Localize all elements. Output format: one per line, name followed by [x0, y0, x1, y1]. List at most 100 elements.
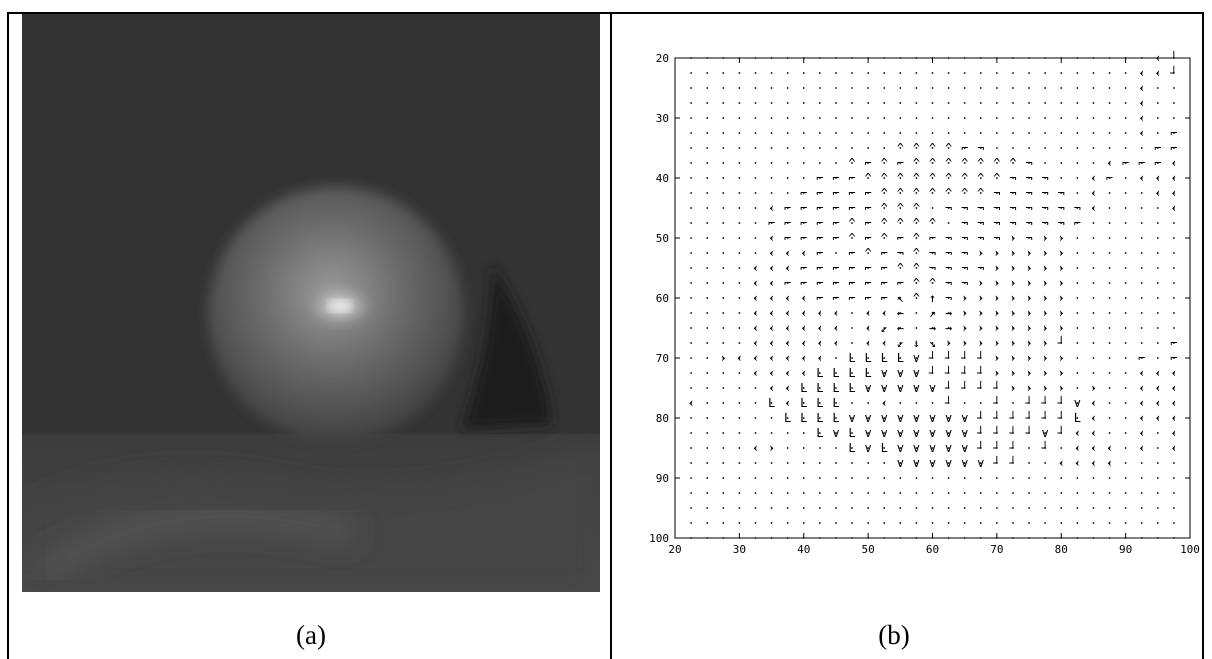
flow-arrow: ┘ — [1057, 335, 1065, 350]
grid-dot — [1156, 222, 1159, 224]
grid-dot — [883, 447, 886, 449]
grid-dot — [851, 342, 853, 344]
grid-dot — [1108, 222, 1111, 224]
grid-dot — [867, 297, 870, 299]
grid-dot — [754, 237, 757, 239]
grid-dot — [802, 342, 805, 344]
flow-arrow: → — [929, 321, 936, 335]
grid-dot — [883, 162, 886, 164]
flow-arrow: ┘ — [976, 440, 984, 455]
grid-dot — [818, 417, 821, 419]
grid-dot — [1028, 312, 1030, 314]
grid-dot — [1108, 462, 1111, 464]
grid-dot — [947, 327, 950, 329]
grid-dot — [931, 222, 934, 224]
flow-arrow: ↑ — [929, 291, 936, 305]
grid-dot — [1124, 162, 1127, 164]
flow-arrow: ⌐ — [800, 261, 807, 275]
flow-arrow: ↘ — [929, 336, 936, 350]
grid-dot — [1156, 267, 1159, 269]
flow-arrow: ‹ — [1154, 396, 1161, 410]
grid-dot — [979, 222, 982, 224]
grid-dot — [915, 237, 918, 239]
flow-arrow: ↗ — [929, 306, 936, 320]
flow-arrow: v — [848, 411, 855, 425]
flow-arrow: ⌐ — [929, 231, 936, 245]
flow-arrow: ‹ — [1170, 171, 1177, 185]
grid-dot — [706, 477, 709, 479]
grid-dot — [1044, 87, 1047, 89]
flow-arrow: ‹ — [800, 246, 807, 260]
flow-arrow: ⌐ — [848, 171, 855, 185]
grid-dot — [706, 117, 709, 119]
flow-arrow: ‹ — [1138, 96, 1145, 110]
grid-dot — [1108, 282, 1111, 284]
flow-arrow: ‹ — [1090, 186, 1097, 200]
grid-dot — [867, 282, 870, 284]
grid-dot — [979, 447, 982, 449]
grid-dot — [1028, 387, 1030, 389]
grid-dot — [835, 87, 837, 89]
grid-dot — [867, 312, 870, 314]
grid-dot — [1173, 447, 1175, 449]
flow-arrow: ¬ — [961, 261, 968, 275]
grid-dot — [1060, 492, 1063, 494]
grid-dot — [754, 492, 757, 494]
flow-arrow: v — [961, 456, 968, 470]
grid-dot — [915, 417, 918, 419]
grid-dot — [786, 207, 789, 209]
grid-dot — [851, 477, 853, 479]
grid-dot — [995, 342, 998, 344]
flow-arrow: ⌐ — [832, 186, 839, 200]
grid-dot — [706, 177, 709, 179]
grid-dot — [1012, 192, 1014, 194]
grid-dot — [1060, 132, 1063, 134]
grid-dot — [947, 87, 950, 89]
grid-dot — [1076, 147, 1079, 149]
grid-dot — [851, 117, 853, 119]
panel-b-flow-chart: ‹ ┘‹ ‹ ┘‹‹‹‹ ⌐⌐ ⌐^ ^ ^ ^ ⌐ ¬^ ⌐ ^ ⌐ ^ ^ ^ ^ ^ ^ ^ ¬ ‹ ⌐ ⌐ ⌐ ‹⌐ ⌐ ⌐ ^ ^… — [649, 50, 1200, 556]
grid-dot — [754, 267, 757, 269]
flow-arrow: › — [1058, 381, 1065, 395]
grid-dot — [1076, 72, 1079, 74]
flow-arrow: ‹ — [784, 366, 791, 380]
flow-arrow: ‹ — [752, 351, 759, 365]
flow-arrow: ‹ — [1170, 186, 1177, 200]
grid-dot — [722, 102, 725, 104]
flow-arrow: › — [1042, 366, 1049, 380]
grid-dot — [706, 192, 709, 194]
grid-dot — [851, 327, 853, 329]
flow-arrow: › — [1025, 381, 1032, 395]
grid-dot — [690, 87, 692, 89]
flow-arrow: ‹ — [1090, 411, 1097, 425]
flow-arrow: ¬ — [1025, 201, 1032, 215]
grid-dot — [1140, 372, 1143, 374]
grid-dot — [963, 207, 966, 209]
grid-dot — [851, 267, 853, 269]
grid-dot — [899, 312, 902, 314]
flow-arrow: › — [993, 321, 1000, 335]
grid-dot — [1076, 207, 1079, 209]
grid-dot — [835, 402, 837, 404]
grid-dot — [883, 387, 886, 389]
flow-arrow: › — [1042, 381, 1049, 395]
grid-dot — [738, 117, 741, 119]
grid-dot — [1108, 117, 1111, 119]
grid-dot — [1076, 342, 1079, 344]
grid-dot — [947, 162, 950, 164]
grid-dot — [1124, 282, 1127, 284]
grid-dot — [1173, 192, 1175, 194]
grid-dot — [915, 87, 918, 89]
grid-dot — [1060, 72, 1063, 74]
x-tick-label: 40 — [797, 543, 810, 556]
flow-arrow: v — [865, 411, 872, 425]
grid-dot — [1028, 492, 1030, 494]
grid-dot — [1124, 372, 1127, 374]
flow-arrow: ^ — [897, 186, 904, 200]
grid-dot — [818, 507, 821, 509]
flow-arrow: ^ — [848, 156, 855, 170]
grid-dot — [963, 132, 966, 134]
grid-dot — [722, 267, 725, 269]
grid-dot — [915, 522, 918, 524]
grid-dot — [786, 267, 789, 269]
